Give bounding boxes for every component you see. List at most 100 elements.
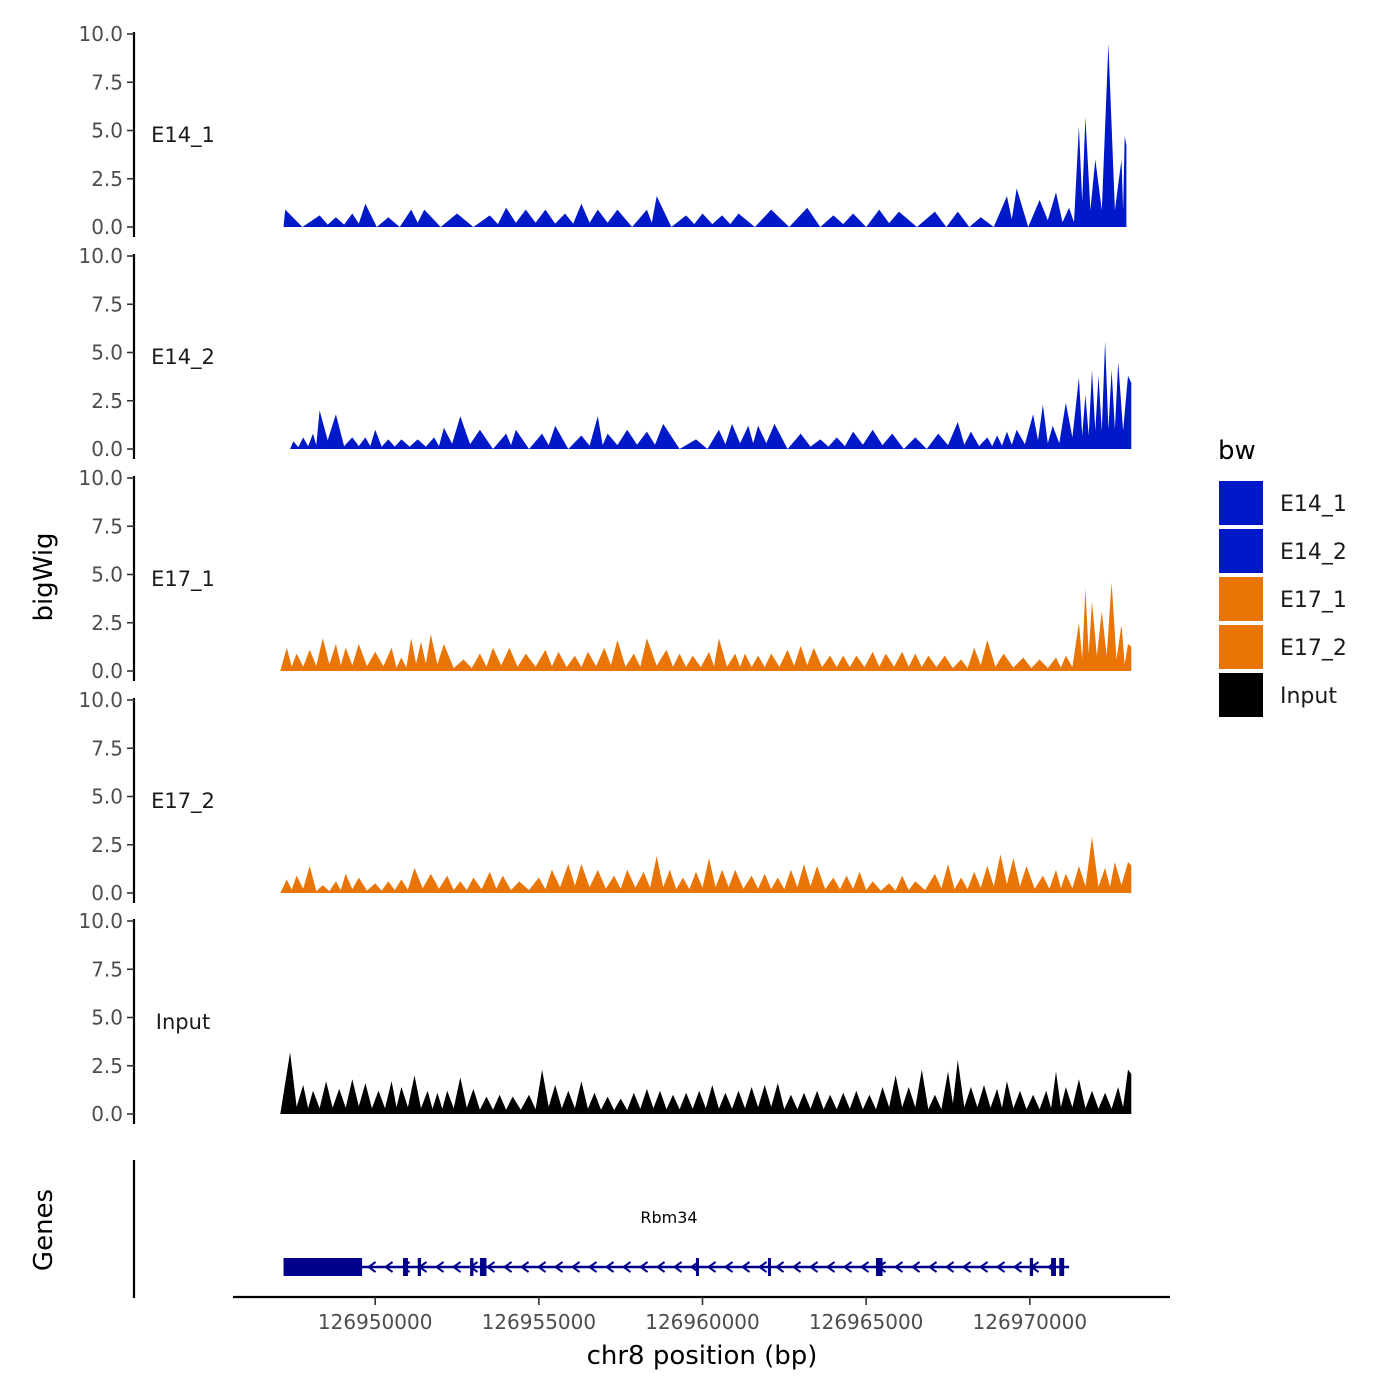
gene-exon <box>479 1258 487 1276</box>
strand-arrow <box>638 1261 649 1273</box>
strand-arrow <box>536 1261 547 1273</box>
x-tick-label: 126960000 <box>645 1310 760 1334</box>
y-tick-label: 7.5 <box>91 70 123 94</box>
track-input: 0.0 2.5 5.0 7.5 10.0 Input <box>78 909 1132 1126</box>
y-tick-label: 0.0 <box>91 437 123 461</box>
gene-exon <box>417 1258 422 1276</box>
y-tick-label: 10.0 <box>78 244 123 268</box>
legend-swatch <box>1217 671 1265 719</box>
y-tick-label: 7.5 <box>91 736 123 760</box>
genes-axis-title: Genes <box>29 1189 59 1271</box>
gene-exon <box>875 1258 883 1276</box>
strand-arrow <box>978 1261 989 1273</box>
strand-arrow <box>621 1261 632 1273</box>
strand-arrow <box>485 1261 496 1273</box>
strand-arrow <box>842 1261 853 1273</box>
strand-arrow <box>961 1261 972 1273</box>
gene-exon <box>470 1258 474 1276</box>
y-tick-label: 2.5 <box>91 389 123 413</box>
legend: bw E14_1 E14_2 E17_1 E17_2 Input <box>1217 436 1347 719</box>
signal-area <box>290 340 1132 449</box>
track-e14-2: 0.0 2.5 5.0 7.5 10.0 E14_2 <box>78 244 1132 461</box>
y-tick-label: 0.0 <box>91 659 123 683</box>
legend-swatch <box>1217 527 1265 575</box>
x-axis-title: chr8 position (bp) <box>587 1341 818 1371</box>
y-tick-label: 5.0 <box>91 785 123 809</box>
strand-arrow <box>825 1261 836 1273</box>
legend-label: E14_2 <box>1280 540 1347 565</box>
strand-arrow <box>910 1261 921 1273</box>
legend-swatch <box>1217 575 1265 623</box>
strand-arrow <box>893 1261 904 1273</box>
y-tick-label: 10.0 <box>78 909 123 933</box>
genes-layer: Rbm34 <box>132 1160 1070 1298</box>
legend-swatch <box>1217 623 1265 671</box>
legend-item-e17-2: E17_2 <box>1217 623 1347 671</box>
y-tick-label: 0.0 <box>91 1102 123 1126</box>
gene-exon <box>283 1258 363 1276</box>
gene-exon <box>1051 1258 1056 1276</box>
strand-arrow <box>757 1261 768 1273</box>
x-axis: 126950000 126955000 126960000 126965000 1269… <box>233 1295 1170 1334</box>
gene-exon <box>403 1258 408 1276</box>
gene-name-label: Rbm34 <box>640 1208 697 1227</box>
y-tick-label: 7.5 <box>91 957 123 981</box>
strand-arrow <box>587 1261 598 1273</box>
strand-arrow <box>570 1261 581 1273</box>
y-tick-label: 2.5 <box>91 611 123 635</box>
strand-arrow <box>740 1261 751 1273</box>
strand-arrow <box>519 1261 530 1273</box>
legend-item-e17-1: E17_1 <box>1217 575 1347 623</box>
signal-area <box>283 43 1127 228</box>
y-tick-label: 5.0 <box>91 119 123 143</box>
y-tick-label: 0.0 <box>91 881 123 905</box>
y-tick-label: 2.5 <box>91 833 123 857</box>
legend-item-e14-1: E14_1 <box>1217 479 1347 527</box>
strand-arrow <box>723 1261 734 1273</box>
y-tick-label: 7.5 <box>91 514 123 538</box>
y-axis-title: bigWig <box>29 532 59 621</box>
strand-arrow <box>808 1261 819 1273</box>
track-e17-1: 0.0 2.5 5.0 7.5 10.0 E17_1 <box>78 466 1132 683</box>
strand-arrow <box>1012 1261 1023 1273</box>
strand-arrow <box>927 1261 938 1273</box>
gene-exon <box>695 1258 699 1276</box>
legend-title: bw <box>1218 436 1256 466</box>
legend-label: E17_1 <box>1280 588 1347 613</box>
legend-swatch <box>1217 479 1265 527</box>
gene-exon <box>1029 1258 1034 1276</box>
strand-arrow <box>383 1261 394 1273</box>
y-tick-label: 5.0 <box>91 563 123 587</box>
y-tick-label: 10.0 <box>78 22 123 46</box>
x-tick-label: 126970000 <box>973 1310 1088 1334</box>
x-tick-label: 126950000 <box>318 1310 433 1334</box>
track-label: Input <box>156 1010 210 1034</box>
strand-arrow <box>604 1261 615 1273</box>
strand-arrow <box>366 1261 377 1273</box>
track-label: E14_1 <box>151 123 215 148</box>
x-tick-label: 126965000 <box>809 1310 924 1334</box>
track-label: E17_1 <box>151 567 215 592</box>
track-label: E14_2 <box>151 345 215 370</box>
signal-area <box>280 582 1132 671</box>
legend-label: E14_1 <box>1280 492 1347 517</box>
y-tick-label: 5.0 <box>91 1006 123 1030</box>
strand-arrow <box>774 1261 785 1273</box>
y-tick-label: 10.0 <box>78 688 123 712</box>
legend-label: E17_2 <box>1280 636 1347 661</box>
legend-label: Input <box>1280 684 1337 709</box>
y-tick-label: 2.5 <box>91 1054 123 1078</box>
strand-arrow <box>791 1261 802 1273</box>
strand-arrow <box>502 1261 513 1273</box>
gene-rbm34: Rbm34 <box>283 1208 1070 1276</box>
signal-area <box>280 1052 1132 1114</box>
x-tick-label: 126955000 <box>482 1310 597 1334</box>
strand-arrow <box>553 1261 564 1273</box>
y-tick-label: 0.0 <box>91 215 123 239</box>
strand-arrow <box>995 1261 1006 1273</box>
strand-arrow <box>451 1261 462 1273</box>
track-label: E17_2 <box>151 789 215 814</box>
strand-arrow <box>706 1261 717 1273</box>
strand-arrow <box>944 1261 955 1273</box>
